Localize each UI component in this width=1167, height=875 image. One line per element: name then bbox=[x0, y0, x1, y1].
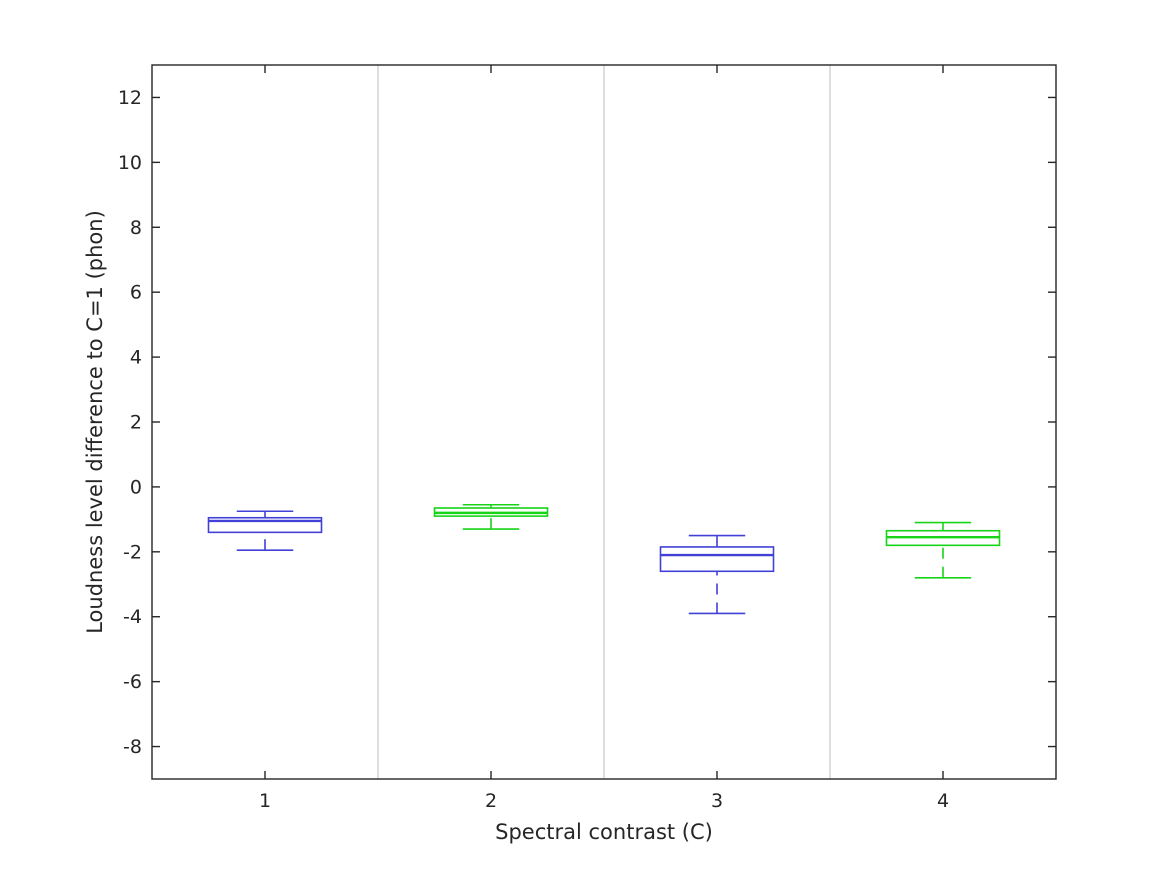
x-tick-label: 1 bbox=[259, 790, 271, 812]
y-tick-label: 4 bbox=[130, 347, 142, 369]
x-axis-label: Spectral contrast (C) bbox=[495, 820, 713, 844]
box-iqr bbox=[207, 516, 323, 534]
y-tick-label: -6 bbox=[123, 671, 142, 693]
y-tick-label: 2 bbox=[130, 412, 142, 434]
x-tick-label: 2 bbox=[485, 790, 497, 812]
y-tick-label: 0 bbox=[130, 476, 142, 498]
y-tick-label: 6 bbox=[130, 282, 142, 304]
y-tick-label: -2 bbox=[123, 541, 142, 563]
y-tick-label: -4 bbox=[123, 606, 142, 628]
x-tick-label: 4 bbox=[937, 790, 949, 812]
y-tick-label: 8 bbox=[130, 217, 142, 239]
y-tick-label: -8 bbox=[123, 736, 142, 758]
y-axis-label: Loudness level difference to C=1 (phon) bbox=[83, 210, 107, 634]
y-tick-label: 12 bbox=[118, 87, 142, 109]
x-tick-label: 3 bbox=[711, 790, 723, 812]
y-tick-label: 10 bbox=[118, 152, 142, 174]
box-iqr bbox=[659, 546, 775, 573]
